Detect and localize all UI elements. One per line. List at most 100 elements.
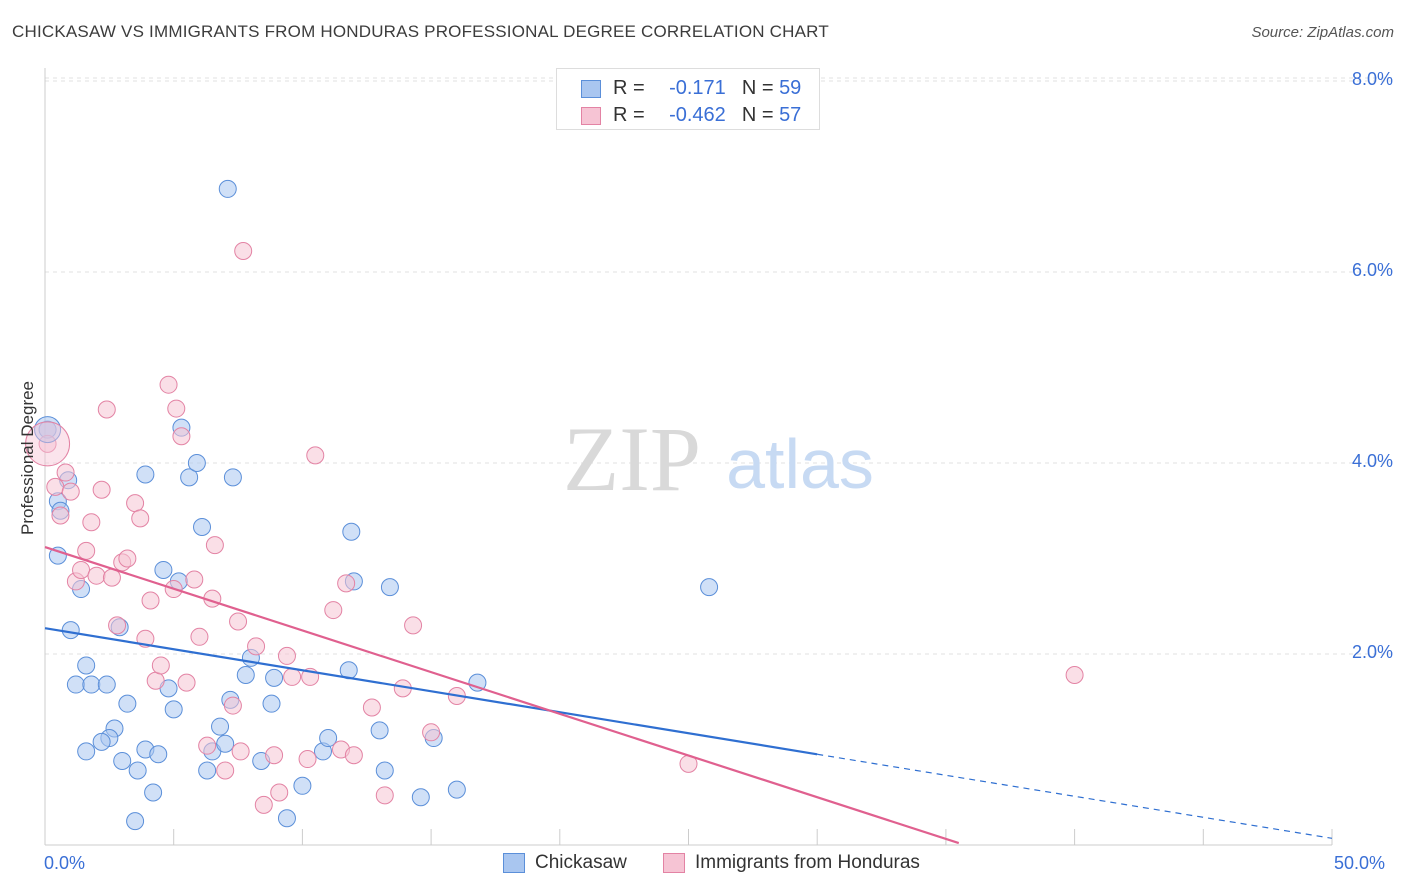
point-chickasaw bbox=[144, 783, 163, 802]
stats-legend: R = -0.171 N = 59 R = -0.462 N = 57 bbox=[556, 68, 820, 130]
legend-r-value: -0.462 bbox=[669, 104, 726, 126]
point-chickasaw bbox=[218, 179, 237, 198]
point-chickasaw bbox=[48, 546, 67, 565]
point-chickasaw bbox=[262, 694, 281, 713]
point-chickasaw bbox=[66, 675, 85, 694]
point-chickasaw bbox=[319, 729, 338, 748]
bottom-legend: Chickasaw Immigrants from Honduras bbox=[0, 852, 1406, 878]
point-honduras bbox=[46, 477, 65, 496]
point-honduras bbox=[337, 574, 356, 593]
point-honduras-large bbox=[25, 421, 71, 467]
point-honduras bbox=[177, 673, 196, 692]
point-honduras bbox=[56, 463, 75, 482]
point-honduras bbox=[167, 399, 186, 418]
point-chickasaw bbox=[128, 761, 147, 780]
point-honduras bbox=[51, 506, 70, 525]
point-honduras bbox=[108, 616, 127, 635]
gridlines bbox=[45, 77, 1392, 655]
point-honduras bbox=[306, 446, 325, 465]
legend-swatch-chickasaw bbox=[581, 79, 601, 98]
point-chickasaw bbox=[187, 454, 206, 472]
point-honduras bbox=[254, 795, 273, 814]
point-chickasaw bbox=[223, 468, 242, 487]
point-chickasaw bbox=[113, 751, 132, 770]
point-honduras bbox=[198, 736, 217, 755]
point-honduras bbox=[97, 400, 116, 419]
legend-row-honduras: R = -0.462 N = 57 bbox=[581, 104, 801, 127]
trend-line-honduras bbox=[44, 545, 960, 845]
point-chickasaw bbox=[92, 732, 111, 751]
watermark-zip: ZIP bbox=[563, 408, 701, 510]
axes bbox=[44, 68, 1333, 846]
point-honduras bbox=[375, 786, 394, 805]
y-axis-label: Professional Degree bbox=[18, 380, 37, 536]
legend-swatch-honduras bbox=[581, 106, 601, 125]
point-chickasaw bbox=[149, 745, 168, 764]
point-chickasaw bbox=[193, 517, 212, 536]
point-chickasaw bbox=[216, 734, 235, 753]
point-chickasaw bbox=[370, 721, 389, 740]
point-chickasaw bbox=[82, 675, 101, 694]
point-honduras bbox=[298, 750, 317, 769]
point-chickasaw bbox=[375, 761, 394, 780]
bottom-legend-swatch-chickasaw bbox=[503, 853, 525, 873]
point-chickasaw bbox=[700, 578, 719, 597]
legend-n-value: 59 bbox=[779, 77, 802, 99]
legend-r-value: -0.171 bbox=[669, 77, 726, 99]
point-honduras bbox=[190, 627, 209, 646]
point-honduras bbox=[159, 375, 178, 394]
trend-line-chickasaw bbox=[44, 627, 818, 756]
legend-n-label: N = bbox=[741, 77, 774, 99]
point-chickasaw bbox=[164, 700, 183, 719]
legend-r-label: R = bbox=[613, 77, 645, 99]
bottom-legend-label-honduras: Immigrants from Honduras bbox=[695, 852, 920, 873]
point-honduras bbox=[87, 566, 106, 585]
point-honduras bbox=[324, 601, 343, 620]
legend-row-chickasaw: R = -0.171 N = 59 bbox=[581, 77, 801, 100]
point-honduras bbox=[185, 570, 204, 589]
point-honduras bbox=[92, 480, 111, 499]
x-tick-label-min: 0.0% bbox=[44, 853, 86, 873]
point-honduras bbox=[205, 536, 224, 555]
legend-n-value: 57 bbox=[779, 104, 802, 126]
legend-n-label: N = bbox=[741, 104, 774, 126]
point-honduras bbox=[422, 723, 441, 742]
point-chickasaw bbox=[126, 812, 145, 831]
legend-r-label: R = bbox=[613, 104, 645, 126]
point-honduras bbox=[146, 671, 165, 690]
point-chickasaw bbox=[77, 656, 96, 675]
point-chickasaw bbox=[447, 780, 466, 799]
watermark-atlas: atlas bbox=[726, 425, 874, 503]
point-honduras bbox=[223, 696, 242, 715]
point-chickasaw bbox=[380, 578, 399, 597]
point-chickasaw bbox=[61, 621, 80, 640]
point-honduras bbox=[131, 509, 150, 528]
data-points bbox=[25, 179, 1084, 831]
point-honduras bbox=[126, 494, 145, 513]
bottom-legend-honduras: Immigrants from Honduras bbox=[663, 852, 920, 874]
point-chickasaw bbox=[198, 761, 217, 780]
point-honduras bbox=[1065, 666, 1084, 685]
point-chickasaw bbox=[118, 694, 137, 713]
trend-lines bbox=[44, 545, 1333, 845]
y-tick-label: 8.0% bbox=[1351, 69, 1393, 89]
point-honduras bbox=[216, 761, 235, 780]
point-chickasaw bbox=[154, 560, 173, 579]
point-honduras bbox=[172, 427, 191, 446]
point-honduras bbox=[404, 616, 423, 635]
trend-line-dashed-chickasaw bbox=[817, 753, 1333, 839]
point-honduras bbox=[283, 667, 302, 686]
point-honduras bbox=[270, 783, 289, 802]
point-honduras bbox=[118, 549, 137, 568]
bottom-legend-swatch-honduras bbox=[663, 853, 685, 873]
point-chickasaw bbox=[180, 468, 199, 487]
point-honduras bbox=[362, 698, 381, 717]
point-chickasaw bbox=[411, 788, 430, 807]
chart-title: CHICKASAW VS IMMIGRANTS FROM HONDURAS PR… bbox=[12, 22, 829, 41]
x-tick-label-max: 50.0% bbox=[1334, 853, 1386, 873]
point-chickasaw bbox=[236, 666, 255, 685]
point-honduras bbox=[229, 612, 248, 631]
bottom-legend-label-chickasaw: Chickasaw bbox=[535, 852, 627, 873]
point-honduras bbox=[277, 646, 296, 665]
